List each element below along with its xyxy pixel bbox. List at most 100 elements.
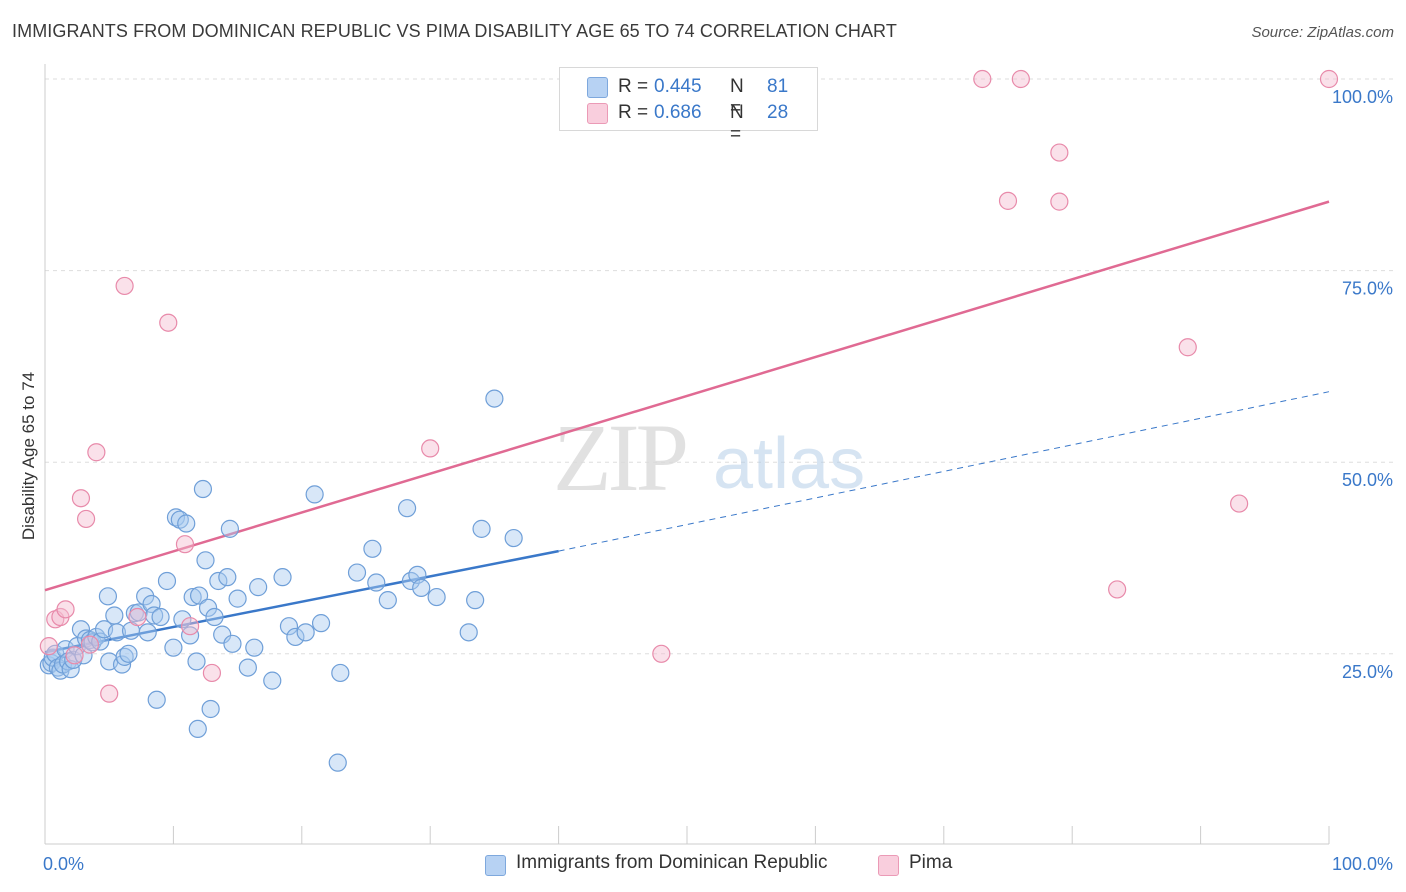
data-point-pima: [65, 646, 84, 665]
data-point-dominican: [183, 587, 202, 607]
data-point-dominican: [142, 594, 161, 614]
data-point-dominican: [198, 598, 218, 617]
data-point-dominican: [98, 587, 118, 606]
legend-r-value: 0.445: [654, 76, 702, 97]
data-point-dominican: [249, 578, 268, 597]
data-point-pima: [115, 276, 134, 296]
data-point-dominican: [472, 519, 491, 538]
data-point-dominican: [279, 617, 299, 636]
legend-swatch-pima: [878, 855, 899, 876]
data-point-dominican: [180, 626, 200, 645]
data-point-dominican: [205, 607, 224, 627]
y-axis-label: Disability Age 65 to 74: [19, 372, 38, 540]
data-point-dominican: [273, 568, 292, 587]
data-point-pima: [421, 439, 440, 458]
data-point-dominican: [157, 571, 177, 591]
data-point-dominican: [363, 539, 382, 558]
trendline-dominican: [44, 549, 559, 654]
data-point-dominican: [504, 528, 523, 548]
data-point-pima: [202, 663, 222, 683]
grid-layer: [45, 78, 1394, 655]
data-point-pima: [56, 600, 75, 619]
data-point-dominican: [173, 610, 192, 629]
data-point-dominican: [328, 753, 347, 772]
y-tick-label: 100.0%: [1332, 87, 1393, 107]
legend-n-value: 28: [767, 102, 789, 123]
data-point-pima: [998, 191, 1018, 210]
legend-swatch-blue: [587, 77, 608, 98]
data-point-dominican: [220, 519, 239, 538]
data-point-pima: [180, 617, 200, 636]
data-point-pima: [87, 443, 106, 462]
data-point-pima: [1230, 494, 1249, 513]
data-point-dominican: [296, 623, 315, 642]
legend-r-label: R =: [618, 102, 649, 123]
data-point-dominican: [189, 586, 209, 605]
data-point-dominican: [218, 568, 237, 587]
data-point-dominican: [147, 690, 166, 709]
data-point-dominican: [466, 591, 485, 610]
data-point-dominican: [119, 644, 138, 663]
legend-n-label: N =: [730, 76, 744, 119]
legend-label-dominican: Immigrants from Dominican Republic: [516, 852, 828, 873]
legend-r-value: 0.686: [654, 102, 702, 123]
data-point-dominican: [412, 578, 431, 597]
data-point-dominican: [427, 587, 446, 607]
data-point-dominican: [209, 571, 228, 591]
labels-layer: 25.0% 50.0% 75.0% 100.0% 0.0% 100.0% Disabilit…: [19, 87, 1393, 874]
data-point-pima: [175, 535, 195, 554]
data-point-pima: [76, 509, 96, 529]
data-point-pima: [973, 69, 992, 89]
data-point-pima: [1178, 338, 1197, 357]
data-point-dominican: [305, 485, 324, 504]
correlation-legend: R = 0.445 N = 81 R = 0.686 N = 28: [559, 67, 818, 145]
watermark-atlas: atlas: [713, 424, 865, 504]
watermark: ZIP atlas: [553, 404, 865, 511]
data-point-pima: [1050, 143, 1069, 162]
data-point-dominican: [378, 591, 397, 610]
data-point-dominican: [228, 589, 247, 608]
data-point-pima: [652, 644, 671, 663]
data-point-pima: [128, 607, 147, 627]
x-tick-label-max: 100.0%: [1332, 854, 1393, 874]
data-point-dominican: [331, 663, 350, 683]
data-point-dominican: [367, 573, 386, 592]
data-point-dominican: [188, 719, 207, 739]
data-point-dominican: [105, 606, 124, 625]
data-point-dominican: [196, 551, 215, 570]
data-point-pima: [1050, 192, 1069, 211]
data-point-dominican: [347, 563, 367, 582]
data-point-dominican: [311, 614, 331, 633]
data-point-pima: [71, 489, 91, 508]
data-point-dominican: [397, 499, 417, 518]
data-point-pima: [1108, 580, 1127, 599]
data-point-pima: [1011, 69, 1030, 89]
data-point-dominican: [459, 623, 478, 642]
data-point-pima: [80, 635, 100, 654]
legend-swatch-pink: [587, 103, 608, 124]
data-point-dominican: [107, 623, 127, 642]
data-point-dominican: [238, 658, 257, 677]
chart-title: IMMIGRANTS FROM DOMINICAN REPUBLIC VS PI…: [12, 21, 897, 41]
trendline-pima: [44, 200, 1330, 592]
data-point-dominican: [193, 479, 213, 499]
legend-r-label: R =: [618, 76, 649, 97]
legend-label-pima: Pima: [909, 852, 953, 873]
chart-source: Source: ZipAtlas.com: [1251, 24, 1394, 41]
watermark-zip: ZIP: [553, 404, 686, 511]
data-point-pima: [39, 637, 58, 656]
data-point-dominican: [263, 671, 282, 690]
trend-layer: [44, 200, 1330, 654]
data-point-pima: [159, 313, 178, 332]
data-point-dominican: [213, 625, 232, 644]
data-point-dominican: [151, 607, 170, 627]
data-point-dominican: [201, 699, 220, 719]
series-legend: Immigrants from Dominican Republic Pima: [0, 852, 1406, 878]
data-point-dominican: [187, 652, 206, 671]
data-point-dominican: [245, 638, 264, 657]
data-point-dominican: [223, 634, 242, 653]
y-tick-label: 50.0%: [1342, 470, 1393, 490]
points-layer: [39, 69, 1339, 772]
data-point-dominican: [177, 514, 196, 533]
